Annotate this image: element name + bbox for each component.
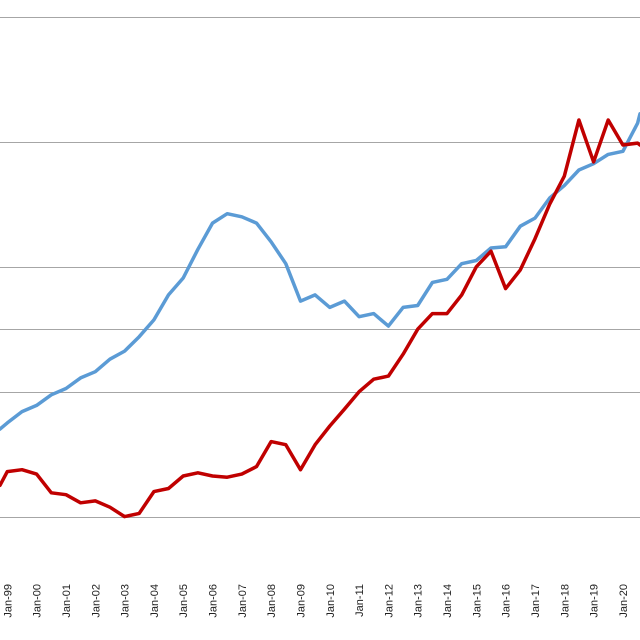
x-tick-label: Jan-13	[413, 584, 425, 618]
x-tick-label: Jan-08	[266, 584, 278, 618]
x-tick-label: Jan-09	[295, 584, 307, 618]
x-tick-label: Jan-01	[61, 584, 73, 618]
x-tick-label: Jan-11	[354, 584, 366, 617]
gridlines	[0, 17, 640, 518]
x-tick-label: Jan-15	[471, 584, 483, 618]
x-tick-label: Jan-20	[618, 584, 630, 618]
x-tick-label: Jan-03	[120, 584, 132, 618]
x-tick-label: Jan-12	[383, 584, 395, 618]
x-tick-label: Jan-18	[559, 584, 571, 618]
x-tick-label: Jan-19	[589, 584, 601, 618]
x-tick-label: Jan-02	[90, 584, 102, 618]
x-tick-label: Jan-99	[2, 584, 14, 618]
series-line-0	[0, 112, 640, 431]
x-tick-label: Jan-14	[442, 584, 454, 618]
x-tick-label: Jan-06	[208, 584, 220, 618]
x-tick-label: Jan-07	[237, 584, 249, 618]
series-line-1	[0, 118, 640, 519]
x-tick-label: Jan-04	[149, 584, 161, 618]
x-tick-label: Jan-10	[325, 584, 337, 618]
x-tick-label: Jan-17	[530, 584, 542, 618]
x-tick-label: Jan-00	[32, 584, 44, 618]
x-tick-label: Jan-16	[501, 584, 513, 618]
x-tick-label: Jan-05	[178, 584, 190, 618]
x-axis: Jan-99 Jan-00 Jan-01 Jan-02 Jan-03 Jan-04 Jan-…	[2, 584, 630, 618]
series-lines	[0, 112, 640, 519]
